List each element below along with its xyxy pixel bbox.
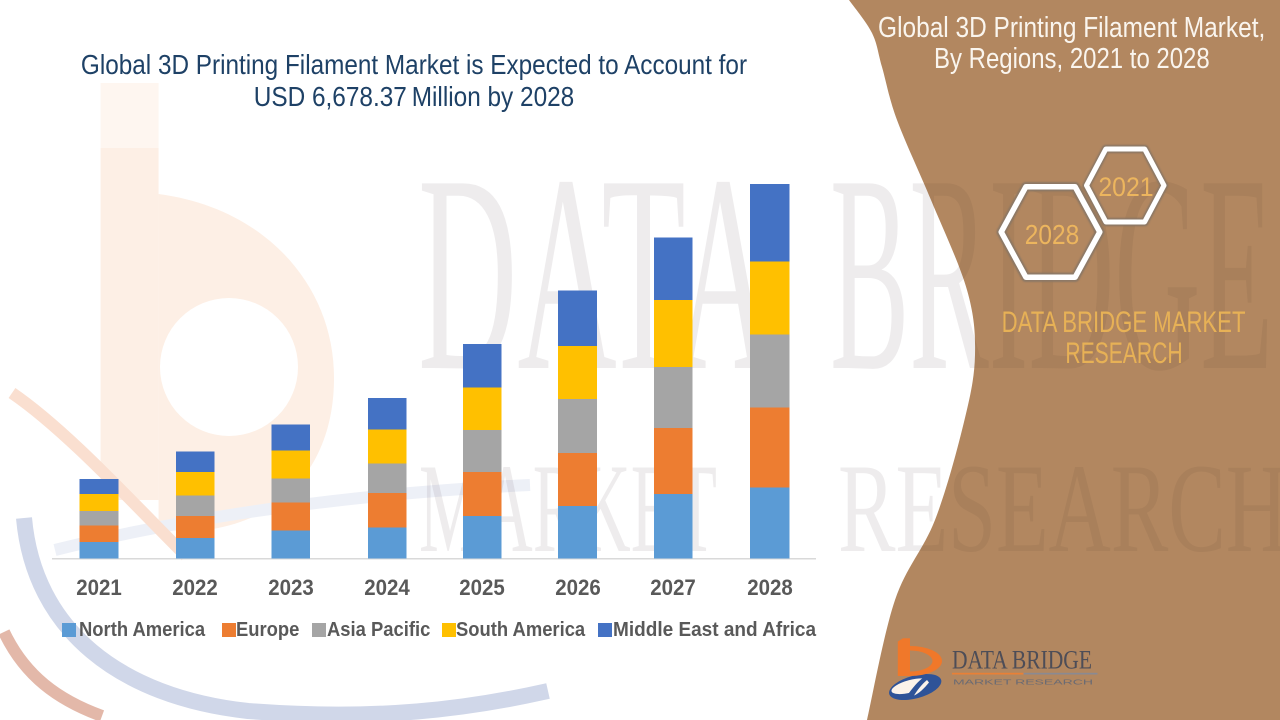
svg-text:DATA BRIDGE: DATA BRIDGE — [952, 646, 1092, 675]
svg-text:MARKET RESEARCH: MARKET RESEARCH — [953, 678, 1093, 687]
